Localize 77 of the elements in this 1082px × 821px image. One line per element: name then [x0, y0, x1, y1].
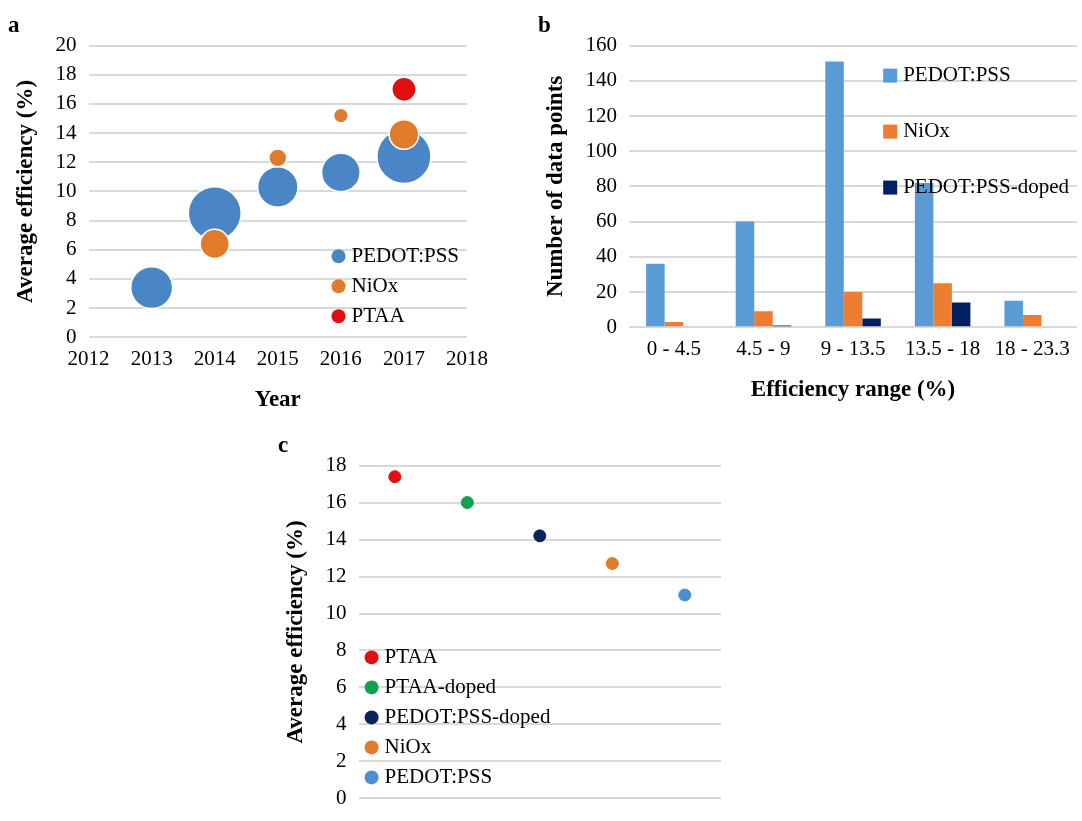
y-tick-label: 40	[596, 243, 618, 268]
y-tick-label: 2	[66, 294, 77, 319]
legend-label: PTAA	[384, 643, 439, 668]
y-tick-label: 2	[336, 747, 347, 772]
chart-title: b	[538, 11, 551, 37]
x-tick-label: 0 - 4.5	[646, 336, 702, 361]
legend-label: PTAA-doped	[384, 673, 497, 698]
y-tick-label: 6	[336, 673, 347, 698]
point	[388, 470, 402, 484]
x-tick-label: 2013	[130, 346, 173, 371]
x-tick-label: 2014	[193, 346, 237, 371]
x-tick-label: 18 - 23.3	[994, 336, 1070, 361]
y-tick-label: 160	[585, 32, 618, 57]
chart-title: a	[8, 11, 20, 37]
y-tick-label: 12	[325, 563, 347, 588]
y-tick-label: 120	[585, 102, 618, 127]
y-tick-label: 10	[55, 177, 77, 202]
y-tick-label: 8	[66, 207, 77, 232]
y-tick-label: 18	[325, 452, 347, 477]
y-axis-title: Average efficiency (%)	[11, 79, 37, 303]
y-tick-label: 14	[55, 119, 78, 144]
y-tick-label: 14	[325, 526, 348, 551]
y-tick-label: 6	[66, 236, 77, 261]
x-tick-label: 2012	[67, 346, 110, 371]
y-tick-label: 0	[66, 323, 77, 348]
y-tick-label: 4	[66, 265, 78, 290]
legend-label: PEDOT:PSS	[903, 62, 1011, 87]
point	[605, 557, 619, 571]
y-tick-label: 0	[606, 313, 618, 338]
x-axis-title: Efficiency range (%)	[750, 376, 956, 402]
y-tick-label: 4	[336, 710, 348, 735]
y-tick-label: 18	[55, 61, 77, 86]
y-tick-label: 20	[55, 32, 77, 57]
legend-label: PEDOT:PSS	[351, 242, 460, 267]
y-tick-label: 16	[325, 489, 347, 514]
y-tick-label: 8	[336, 637, 347, 661]
x-tick-label: 2016	[319, 346, 362, 371]
x-tick-label: 2017	[382, 346, 425, 371]
y-tick-label: 16	[55, 90, 77, 115]
y-axis-title: Number of data points	[541, 75, 567, 298]
legend-label: PTAA	[351, 302, 406, 327]
bar	[664, 321, 684, 327]
x-tick-label: 2015	[256, 346, 299, 371]
bar	[1022, 314, 1042, 327]
y-tick-label: 20	[596, 278, 618, 303]
y-tick-label: 140	[585, 67, 618, 92]
legend-label: PEDOT:PSS-doped	[384, 703, 551, 728]
y-tick-label: 10	[325, 600, 347, 625]
bar	[825, 61, 844, 327]
point	[460, 496, 474, 510]
x-axis-title: Year	[254, 386, 301, 412]
x-tick-label: 2018	[446, 346, 488, 371]
point	[678, 588, 692, 602]
y-axis-title: Average efficiency (%)	[281, 520, 307, 744]
bar	[754, 311, 773, 327]
bar	[1004, 300, 1023, 327]
bar	[843, 292, 863, 327]
y-tick-label: 80	[596, 172, 618, 197]
bar	[933, 283, 952, 327]
x-tick-label: 13.5 - 18	[905, 336, 981, 361]
x-tick-label: 9 - 13.5	[820, 336, 886, 361]
y-tick-label: 100	[585, 137, 618, 162]
x-tick-label: 4.5 - 9	[736, 336, 791, 361]
chart-title: c	[278, 431, 289, 457]
legend-label: NiOx	[384, 733, 432, 758]
legend-label: NiOx	[351, 272, 399, 297]
legend-label: NiOx	[903, 118, 951, 143]
legend-label: PEDOT:PSS-doped	[903, 174, 1070, 199]
legend-label: PEDOT:PSS	[384, 763, 493, 788]
point	[533, 529, 547, 543]
y-tick-label: 60	[596, 208, 618, 233]
bar	[646, 263, 665, 327]
bar	[735, 221, 755, 327]
y-tick-label: 0	[336, 784, 347, 809]
y-tick-label: 12	[55, 148, 77, 173]
bar	[862, 318, 881, 327]
bar	[951, 302, 971, 327]
